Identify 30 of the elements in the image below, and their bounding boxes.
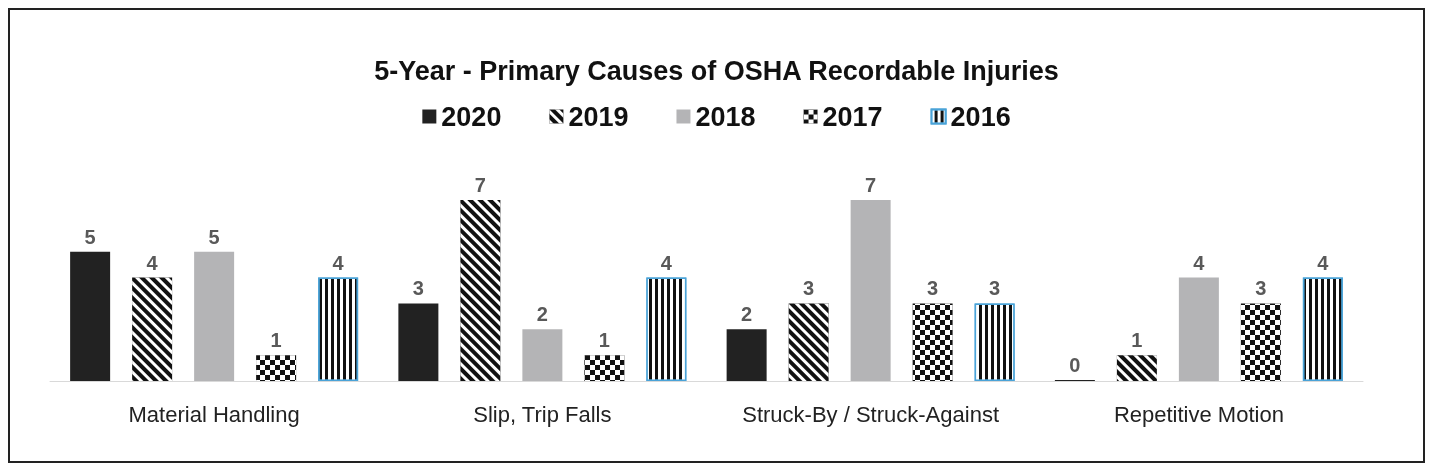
- legend-label: 2016: [950, 101, 1011, 132]
- data-label: 1: [270, 329, 282, 352]
- data-label: 4: [1193, 251, 1206, 274]
- data-label: 4: [1317, 251, 1330, 274]
- data-label: 7: [865, 174, 877, 196]
- x-tick-label: Struck-By / Struck-Against: [742, 401, 999, 427]
- x-tick-label: Material Handling: [128, 401, 300, 427]
- data-label: 5: [208, 225, 220, 248]
- data-label: 3: [1255, 277, 1267, 300]
- legend-label: 2017: [822, 101, 883, 132]
- legend-label: 2019: [568, 101, 629, 132]
- x-tick-label: Repetitive Motion: [1113, 401, 1284, 427]
- data-label: 7: [474, 174, 486, 196]
- data-label: 1: [598, 329, 610, 352]
- data-label: 2: [536, 303, 548, 326]
- data-label: 3: [412, 277, 424, 300]
- data-label: 4: [146, 251, 159, 274]
- data-label: 4: [332, 251, 345, 274]
- x-tick-label: Slip, Trip Falls: [473, 401, 612, 427]
- data-label: 0: [1069, 354, 1081, 376]
- legend-label: 2018: [695, 101, 756, 132]
- legend-label: 2020: [441, 101, 502, 132]
- data-label: 3: [989, 277, 1001, 300]
- chart-title: 5-Year - Primary Causes of OSHA Recordable Injuries: [374, 55, 1059, 86]
- data-label: 3: [803, 277, 815, 300]
- data-label: 1: [1131, 329, 1143, 352]
- data-label: 2: [741, 303, 753, 326]
- data-label: 3: [927, 277, 939, 300]
- data-label: 4: [660, 251, 673, 274]
- data-label: 5: [84, 225, 96, 248]
